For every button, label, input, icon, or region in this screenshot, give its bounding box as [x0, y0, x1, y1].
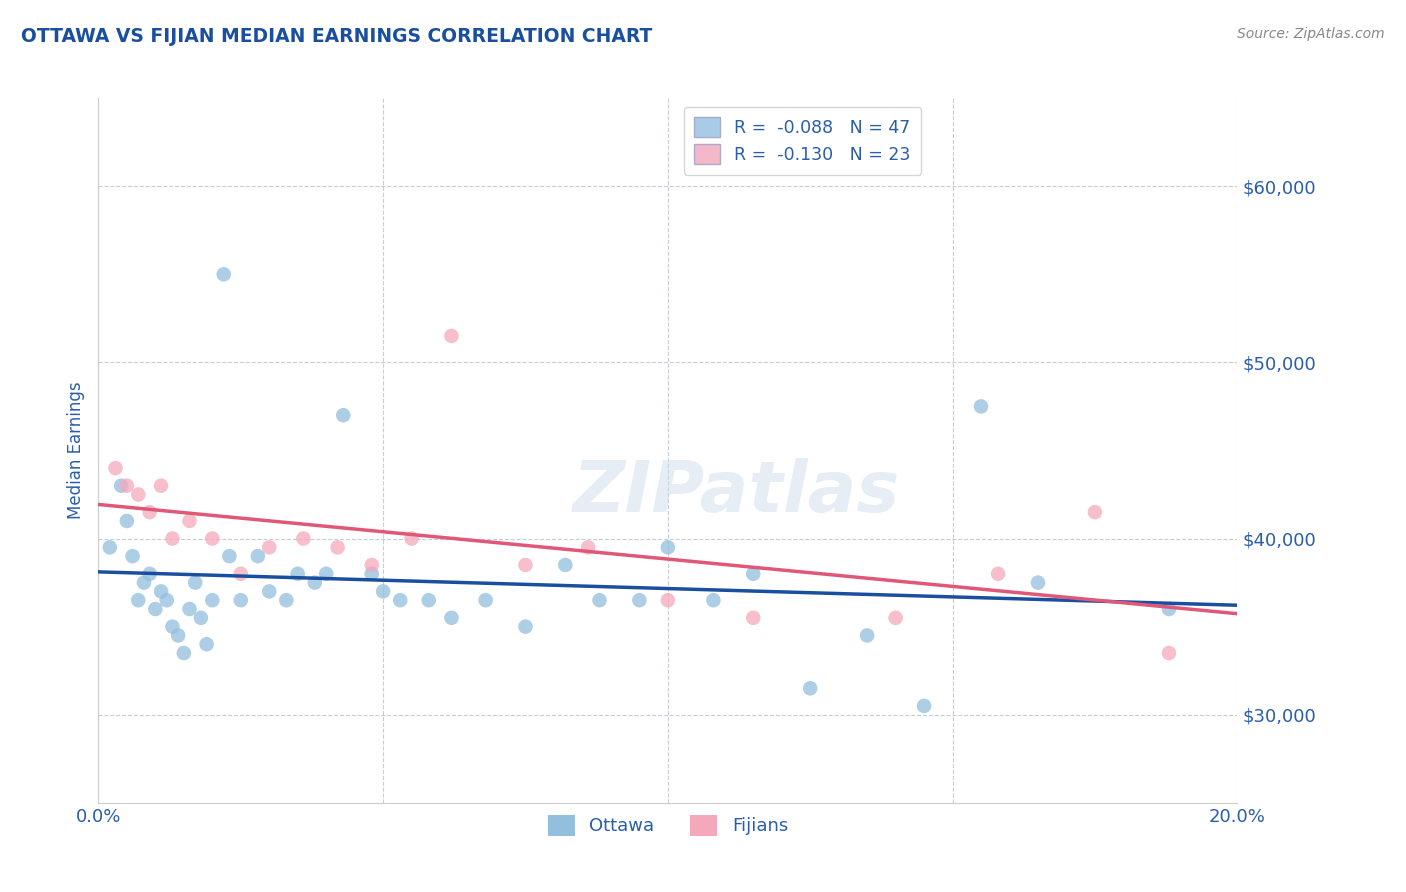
Point: [145, 602, 167, 616]
Legend: Ottawa, Fijians: Ottawa, Fijians: [540, 808, 796, 843]
Point: [389, 593, 412, 607]
Point: [856, 628, 879, 642]
Point: [657, 593, 679, 607]
Point: [884, 611, 907, 625]
Point: [121, 549, 143, 564]
Point: [104, 461, 127, 475]
Point: [127, 487, 149, 501]
Point: [970, 400, 993, 414]
Point: [110, 478, 132, 492]
Point: [326, 541, 349, 555]
Point: [987, 566, 1010, 581]
Point: [246, 549, 269, 564]
Point: [287, 566, 309, 581]
Point: [173, 646, 195, 660]
Point: [276, 593, 298, 607]
Point: [702, 593, 724, 607]
Point: [360, 566, 382, 581]
Point: [179, 514, 201, 528]
Point: [167, 628, 190, 642]
Text: OTTAWA VS FIJIAN MEDIAN EARNINGS CORRELATION CHART: OTTAWA VS FIJIAN MEDIAN EARNINGS CORRELA…: [21, 27, 652, 45]
Point: [212, 268, 235, 282]
Point: [127, 593, 149, 607]
Point: [138, 505, 160, 519]
Point: [190, 611, 212, 625]
Point: [401, 532, 423, 546]
Point: [304, 575, 326, 590]
Point: [474, 593, 496, 607]
Point: [912, 698, 935, 713]
Point: [332, 409, 354, 423]
Point: [218, 549, 240, 564]
Point: [440, 329, 463, 343]
Point: [201, 593, 224, 607]
Point: [201, 532, 224, 546]
Point: [315, 566, 337, 581]
Point: [132, 575, 155, 590]
Point: [150, 584, 173, 599]
Point: [229, 566, 252, 581]
Point: [799, 681, 821, 696]
Point: [115, 478, 138, 492]
Point: [138, 566, 160, 581]
Point: [115, 514, 138, 528]
Point: [1084, 505, 1107, 519]
Point: [657, 541, 679, 555]
Text: ZIPatlas: ZIPatlas: [572, 458, 900, 527]
Text: Source: ZipAtlas.com: Source: ZipAtlas.com: [1237, 27, 1385, 41]
Point: [628, 593, 651, 607]
Y-axis label: Median Earnings: Median Earnings: [66, 382, 84, 519]
Point: [229, 593, 252, 607]
Point: [184, 575, 207, 590]
Point: [179, 602, 201, 616]
Point: [259, 584, 281, 599]
Point: [98, 541, 121, 555]
Point: [588, 593, 610, 607]
Point: [156, 593, 179, 607]
Point: [162, 620, 184, 634]
Point: [515, 620, 537, 634]
Point: [576, 541, 599, 555]
Point: [440, 611, 463, 625]
Point: [195, 637, 218, 651]
Point: [360, 558, 382, 572]
Point: [515, 558, 537, 572]
Point: [1157, 602, 1180, 616]
Point: [1157, 646, 1180, 660]
Point: [742, 566, 765, 581]
Point: [554, 558, 576, 572]
Point: [373, 584, 395, 599]
Point: [150, 478, 173, 492]
Point: [292, 532, 315, 546]
Point: [162, 532, 184, 546]
Point: [1026, 575, 1049, 590]
Point: [259, 541, 281, 555]
Point: [742, 611, 765, 625]
Point: [418, 593, 440, 607]
